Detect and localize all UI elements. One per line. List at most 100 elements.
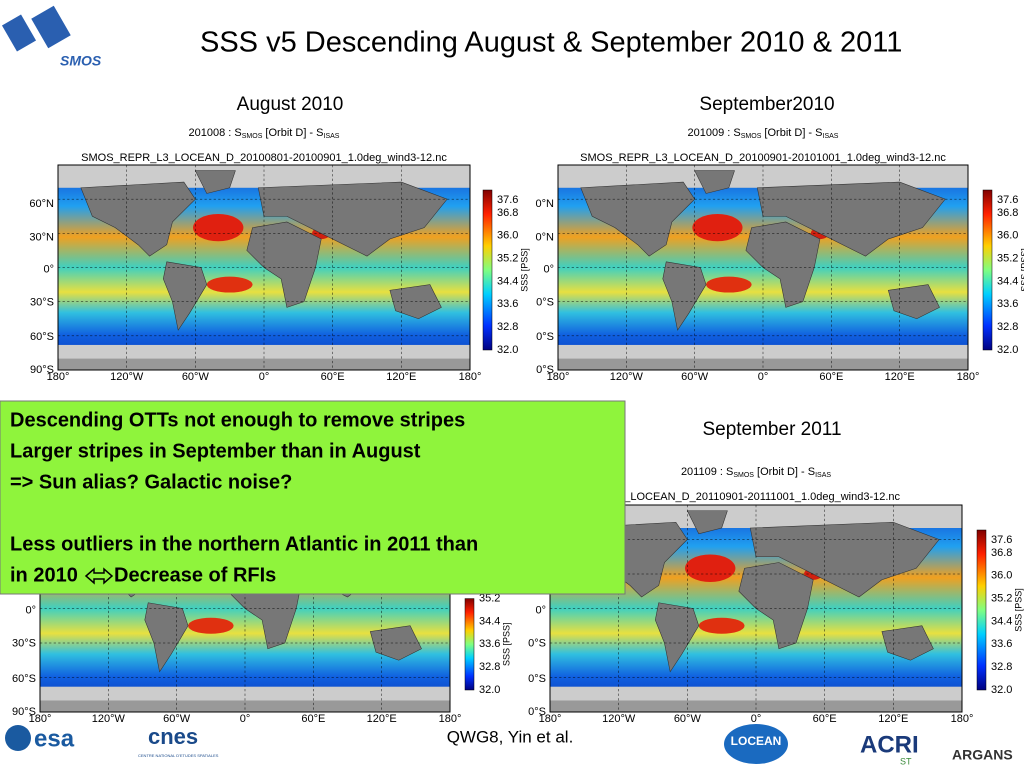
lon-tick-label: 120°W <box>602 713 636 725</box>
cnes-logo: cnes <box>148 724 198 749</box>
colorbar-tick-label: 36.0 <box>991 570 1012 582</box>
lon-tick-label: 180° <box>47 371 70 383</box>
smos-logo: SMOS <box>1 5 102 69</box>
acri-logo: ACRI <box>860 731 919 758</box>
lon-tick-label: 0° <box>259 371 270 383</box>
lat-tick-label: 30°N <box>29 232 54 244</box>
colorbar-label: SSS [PSS] <box>501 623 511 667</box>
colorbar-tick-label: 37.6 <box>991 534 1012 546</box>
lon-tick-label: 180° <box>951 713 974 725</box>
lat-tick-label: 0° <box>43 263 54 275</box>
lon-tick-label: 60°E <box>813 713 837 725</box>
colorbar-tick-label: 36.0 <box>497 230 518 242</box>
locean-logo: LOCEAN <box>731 734 782 748</box>
lon-tick-label: 120°E <box>878 713 908 725</box>
lat-tick-label: 0° <box>535 604 546 616</box>
argans-logo: ARGANS <box>952 747 1013 763</box>
lon-tick-label: 60°E <box>301 713 325 725</box>
cnes-sub: CENTRE NATIONAL D'ETUDES SPATIALES <box>138 753 219 758</box>
lat-tick-label: 60°S <box>12 673 36 685</box>
colorbar-tick-label: 33.6 <box>997 298 1018 310</box>
colorbar-tick-label: 32.8 <box>497 321 518 333</box>
colorbar-label: SSS [PSS] <box>1013 588 1023 632</box>
colorbar-tick-label: 32.8 <box>997 321 1018 333</box>
lon-tick-label: 180° <box>29 713 52 725</box>
map-title: 201009 : SSMOS [Orbit D] - SISAS <box>688 127 839 140</box>
map-title: 201008 : SSMOS [Orbit D] - SISAS <box>189 127 340 140</box>
lon-tick-label: 0° <box>240 713 251 725</box>
lon-tick-label: 0° <box>758 371 769 383</box>
colorbar-label: SSS [PSS] <box>1019 248 1024 292</box>
map-title-part: SMOS <box>741 133 762 140</box>
callout: Descending OTTs not enough to remove str… <box>0 400 626 595</box>
colorbar-tick-label: 35.2 <box>479 592 500 604</box>
lon-tick-label: 120°E <box>367 713 397 725</box>
lat-tick-label: 90°S <box>30 364 54 376</box>
lat-tick-label: 90°S <box>12 706 36 718</box>
colorbar-tick-label: 33.6 <box>479 638 500 650</box>
colorbar <box>482 189 493 351</box>
colorbar-tick-label: 36.8 <box>991 547 1012 559</box>
lon-tick-label: 60°W <box>674 713 702 725</box>
colorbar-tick-label: 36.8 <box>997 207 1018 219</box>
colorbar-tick-label: 37.6 <box>997 194 1018 206</box>
colorbar-tick-label: 32.8 <box>991 661 1012 673</box>
colorbar-tick-label: 35.2 <box>991 592 1012 604</box>
panel-label: September2010 <box>699 94 834 115</box>
lat-tick-label: 0°S <box>528 673 546 685</box>
callout-line: => Sun alias? Galactic noise? <box>10 471 292 493</box>
callout-line: Decrease of RFIs <box>114 564 276 586</box>
colorbar <box>976 529 987 691</box>
colorbar-tick-label: 36.8 <box>497 207 518 219</box>
filename: SMOS_REPR_L3_LOCEAN_D_20100901-20101001_… <box>580 152 946 164</box>
lon-tick-label: 120°W <box>110 371 144 383</box>
lon-tick-label: 60°E <box>321 371 345 383</box>
colorbar-tick-label: 33.6 <box>497 298 518 310</box>
lat-tick-label: 0°S <box>528 706 546 718</box>
map-frame <box>549 504 963 713</box>
map-frame <box>557 164 969 371</box>
map-title-part: [Orbit D] - S <box>754 466 815 478</box>
colorbar-tick-label: 34.4 <box>479 615 500 627</box>
arrow-icon <box>84 567 114 585</box>
map-title-part: 201008 : S <box>189 127 242 139</box>
callout-line: in 2010 <box>10 564 78 586</box>
colorbar-tick-label: 37.6 <box>497 194 518 206</box>
colorbar-tick-label: 34.4 <box>991 615 1012 627</box>
callout-line: Descending OTTs not enough to remove str… <box>10 409 465 431</box>
sss-map <box>58 165 470 370</box>
lat-tick-label: 0°S <box>536 296 554 308</box>
map-title-part: ISAS <box>324 133 340 140</box>
panel-label: August 2010 <box>237 94 344 115</box>
filename: SMOS_REPR_L3_LOCEAN_D_20100801-20100901_… <box>81 152 447 164</box>
lon-tick-label: 120°E <box>386 371 416 383</box>
map-title-part: ISAS <box>823 133 839 140</box>
lat-tick-label: 30°S <box>30 296 54 308</box>
lon-tick-label: 60°W <box>163 713 191 725</box>
lat-tick-label: 0°N <box>536 198 555 210</box>
lat-tick-label: 0° <box>25 604 36 616</box>
panel-label: September 2011 <box>702 419 841 440</box>
lat-tick-label: 0°S <box>536 364 554 376</box>
colorbar <box>464 598 475 691</box>
acri-sub: ST <box>900 756 912 766</box>
lon-tick-label: 120°W <box>610 371 644 383</box>
colorbar-tick-label: 32.0 <box>991 684 1012 696</box>
map-title-part: ISAS <box>815 472 831 479</box>
map-title-part: SMOS <box>733 472 754 479</box>
lon-tick-label: 60°E <box>819 371 843 383</box>
colorbar-tick-label: 34.4 <box>497 275 518 287</box>
callout-line: Less outliers in the northern Atlantic i… <box>10 533 478 555</box>
lon-tick-label: 180° <box>547 371 570 383</box>
lon-tick-label: 60°W <box>182 371 210 383</box>
lon-tick-label: 0° <box>751 713 762 725</box>
colorbar-tick-label: 32.0 <box>479 684 500 696</box>
map-title-part: [Orbit D] - S <box>262 127 323 139</box>
esa-logo: esa <box>34 725 75 752</box>
slide-title: SSS v5 Descending August & September 201… <box>200 27 902 59</box>
colorbar <box>982 189 993 351</box>
lat-tick-label: 60°N <box>29 198 54 210</box>
logo-text: SMOS <box>60 53 102 69</box>
lon-tick-label: 180° <box>459 371 482 383</box>
lat-tick-label: 60°S <box>30 331 54 343</box>
